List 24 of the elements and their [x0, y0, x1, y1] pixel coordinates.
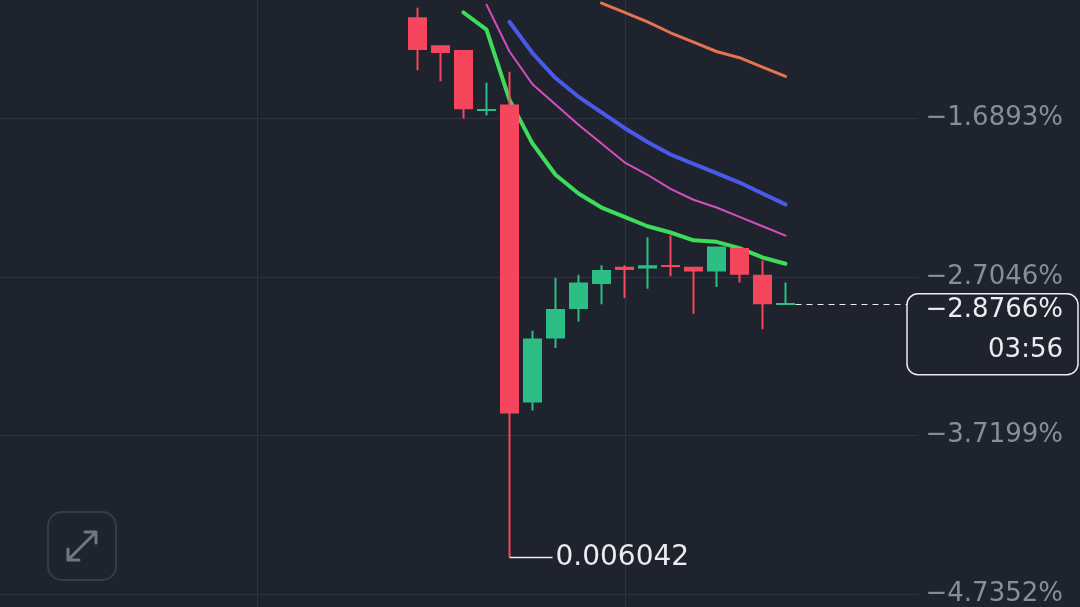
candlestick — [776, 282, 795, 306]
candlestick — [684, 266, 703, 314]
annotation: 0.006042 — [555, 538, 690, 572]
candlestick — [638, 237, 657, 289]
y-tick-label: −3.7199% — [925, 418, 1063, 449]
candlestick — [477, 82, 496, 116]
candlestick — [546, 277, 565, 348]
candlestick — [753, 260, 772, 330]
ref-line-label: −2.8766% — [925, 293, 1063, 324]
y-tick-label: −4.7352% — [925, 576, 1063, 607]
candlestick — [500, 71, 519, 558]
candlestick — [730, 248, 749, 283]
text: 03:56 — [988, 333, 1063, 364]
candlestick — [408, 7, 427, 71]
candlestick — [523, 330, 542, 411]
y-tick-label: −2.7046% — [925, 259, 1063, 290]
candlestick — [707, 246, 726, 288]
y-tick-label: −1.6893% — [925, 101, 1063, 132]
candlestick — [454, 49, 473, 119]
candlestick — [592, 265, 611, 305]
candlestick — [431, 45, 450, 82]
candlestick — [569, 274, 588, 322]
candlestick — [661, 235, 680, 277]
candlestick — [615, 265, 634, 299]
